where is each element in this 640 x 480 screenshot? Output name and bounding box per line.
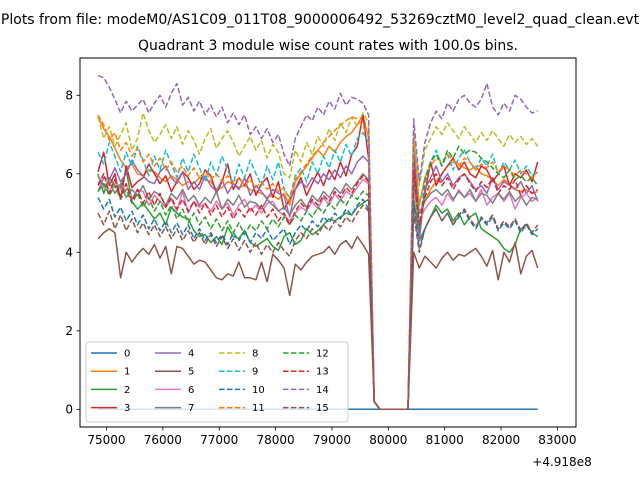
series-line-1 bbox=[97, 114, 538, 411]
x-tick-label: 83000 bbox=[538, 433, 576, 447]
legend-label-10: 10 bbox=[252, 385, 265, 396]
legend-label-13: 13 bbox=[316, 367, 329, 378]
x-axis-offset-label: +4.918e8 bbox=[532, 455, 591, 469]
legend-box bbox=[85, 341, 349, 423]
legend-label-6: 6 bbox=[188, 385, 194, 396]
series-line-10 bbox=[97, 197, 539, 411]
y-tick-label: 0 bbox=[65, 402, 73, 416]
legend-label-14: 14 bbox=[316, 385, 329, 396]
legend-label-1: 1 bbox=[124, 367, 130, 378]
x-tick-label: 75000 bbox=[87, 433, 125, 447]
legend-label-12: 12 bbox=[316, 349, 329, 360]
legend-label-9: 9 bbox=[252, 367, 258, 378]
series-line-14 bbox=[97, 74, 538, 411]
y-axis: 0 2 4 6 8 bbox=[65, 88, 80, 416]
x-tick-label: 81000 bbox=[426, 433, 464, 447]
legend-label-4: 4 bbox=[188, 349, 194, 360]
legend-label-11: 11 bbox=[252, 403, 265, 414]
x-tick-label: 80000 bbox=[369, 433, 407, 447]
y-tick-label: 4 bbox=[65, 245, 73, 259]
plot-lines bbox=[97, 74, 539, 411]
x-axis: 75000 76000 77000 78000 79000 80000 81000 82000… bbox=[87, 427, 576, 447]
chart-title: Quadrant 3 module wise count rates with … bbox=[138, 38, 518, 54]
series-line-9 bbox=[97, 131, 539, 411]
legend-label-15: 15 bbox=[316, 403, 329, 414]
legend-label-7: 7 bbox=[188, 403, 194, 414]
series-line-7 bbox=[97, 173, 538, 411]
series-line-15 bbox=[97, 204, 539, 411]
legend-label-0: 0 bbox=[124, 349, 130, 360]
series-line-12 bbox=[97, 145, 539, 411]
legend-label-2: 2 bbox=[124, 385, 130, 396]
x-tick-label: 78000 bbox=[256, 433, 294, 447]
x-tick-label: 79000 bbox=[313, 433, 351, 447]
x-tick-label: 76000 bbox=[144, 433, 182, 447]
legend-label-5: 5 bbox=[188, 367, 194, 378]
legend-label-8: 8 bbox=[252, 349, 258, 360]
series-line-2 bbox=[97, 169, 539, 411]
x-tick-label: 82000 bbox=[482, 433, 520, 447]
y-tick-label: 8 bbox=[65, 88, 73, 102]
axes-frame bbox=[79, 57, 577, 428]
y-tick-label: 6 bbox=[65, 167, 73, 181]
x-tick-label: 77000 bbox=[200, 433, 238, 447]
series-line-13 bbox=[97, 169, 539, 411]
figure-suptitle: Plots from file: modeM0/AS1C09_011T08_90… bbox=[1, 12, 640, 28]
series-line-5 bbox=[97, 228, 539, 411]
series-line-8 bbox=[97, 112, 539, 411]
series-line-11 bbox=[97, 114, 539, 411]
legend-label-3: 3 bbox=[124, 403, 130, 414]
y-tick-label: 2 bbox=[65, 324, 73, 338]
